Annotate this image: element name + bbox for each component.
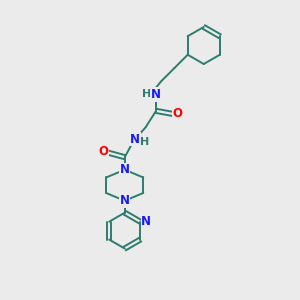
Text: O: O (173, 107, 183, 120)
Text: N: N (130, 133, 140, 146)
Text: H: H (140, 137, 150, 147)
Text: N: N (151, 88, 161, 101)
Text: H: H (142, 89, 152, 100)
Text: O: O (98, 145, 108, 158)
Text: N: N (120, 163, 130, 176)
Text: N: N (141, 215, 151, 228)
Text: N: N (120, 194, 130, 207)
